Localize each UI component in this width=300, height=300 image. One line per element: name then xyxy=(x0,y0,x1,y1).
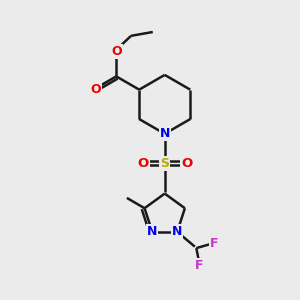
Text: O: O xyxy=(90,83,101,96)
Text: F: F xyxy=(210,237,219,250)
Text: S: S xyxy=(160,157,169,170)
Text: N: N xyxy=(147,225,158,239)
Text: O: O xyxy=(111,45,122,58)
Text: N: N xyxy=(172,225,182,239)
Text: O: O xyxy=(137,157,148,170)
Text: F: F xyxy=(195,259,203,272)
Text: O: O xyxy=(181,157,192,170)
Text: N: N xyxy=(160,127,170,140)
